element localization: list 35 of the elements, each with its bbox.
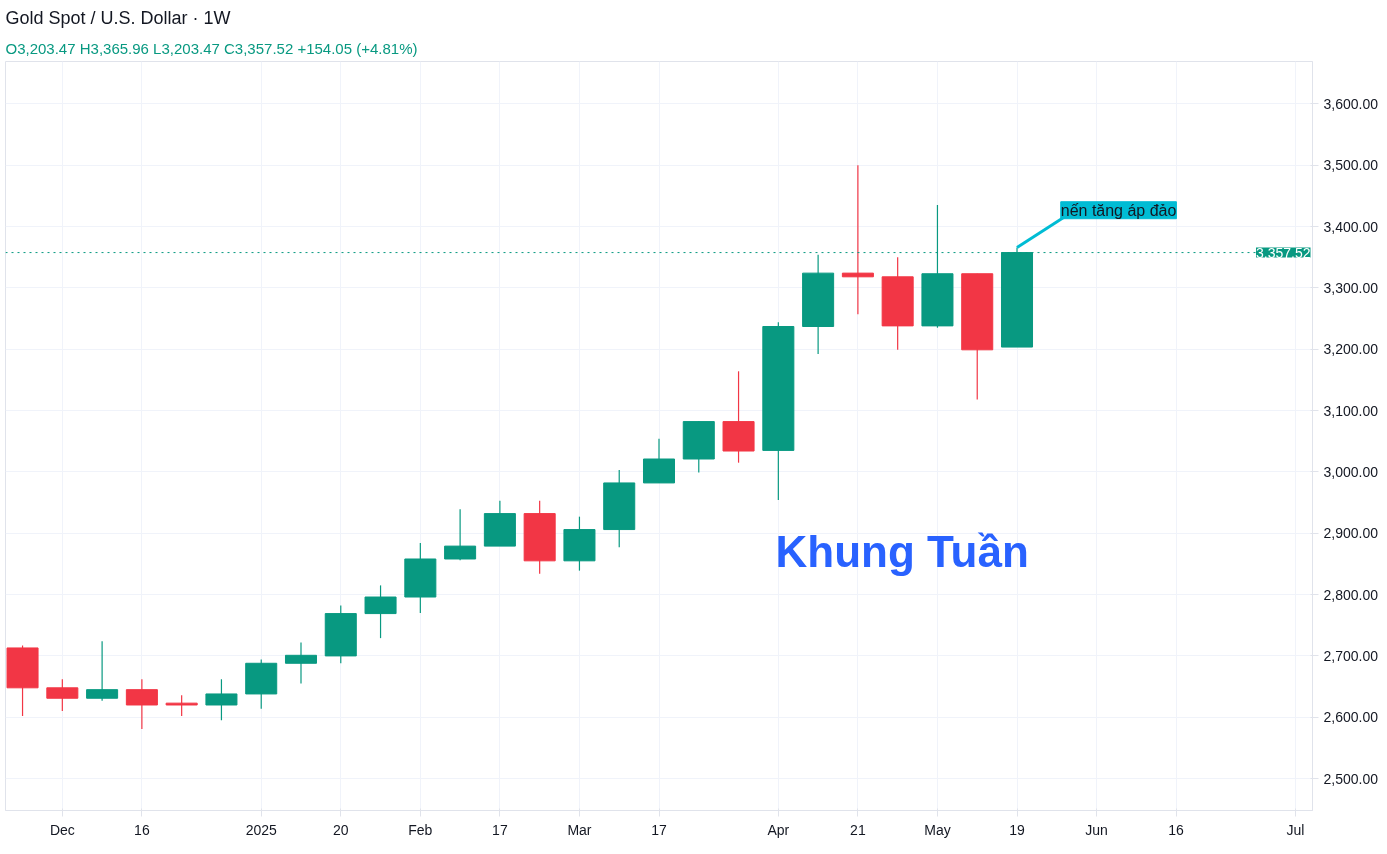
annotation: nến tăng áp đảo: [1060, 201, 1177, 219]
y-tick-label: 3,500.00: [1323, 157, 1379, 174]
y-tick-label: 3,200.00: [1323, 341, 1379, 358]
y-tick-label: 3,100.00: [1323, 402, 1379, 419]
x-tick-label: May: [924, 821, 951, 838]
x-tick-label: 2025: [245, 821, 277, 838]
y-tick-label: 3,000.00: [1323, 463, 1379, 480]
x-tick-label: 17: [651, 821, 667, 838]
ref-line-label: 3,357.52: [1256, 244, 1311, 261]
x-tick-label: Apr: [767, 821, 790, 838]
x-tick-label: 21: [850, 821, 866, 838]
chart-subtitle: O3,203.47 H3,365.96 L3,203.47 C3,357.52 +154.05 (+4.81%): [5, 39, 418, 57]
candlestick: [86, 640, 119, 702]
chart-title: Gold Spot / U.S. Dollar · 1W: [5, 7, 231, 28]
y-tick-label: 2,900.00: [1323, 525, 1379, 542]
annotation: Khung Tuần: [775, 526, 1029, 576]
y-tick-label: 2,800.00: [1323, 586, 1379, 603]
y-tick-label: 3,300.00: [1323, 279, 1379, 296]
x-tick-label: Jun: [1085, 821, 1108, 838]
y-tick-label: 2,600.00: [1323, 709, 1379, 726]
x-tick-label: Jul: [1286, 821, 1305, 838]
y-tick-label: 2,500.00: [1323, 770, 1379, 787]
candlestick: [841, 164, 874, 315]
candlestick: [165, 694, 198, 717]
x-tick-label: Dec: [49, 821, 75, 838]
x-tick-label: 16: [1168, 821, 1185, 838]
x-tick-label: 20: [332, 821, 349, 838]
y-tick-label: 3,400.00: [1323, 218, 1379, 235]
x-tick-label: Mar: [567, 821, 592, 838]
x-tick-label: 17: [492, 821, 508, 838]
y-tick-label: 3,600.00: [1323, 95, 1379, 112]
x-tick-label: 19: [1009, 821, 1025, 838]
x-tick-label: Feb: [408, 821, 433, 838]
y-tick-label: 2,700.00: [1323, 647, 1379, 664]
x-tick-label: 16: [134, 821, 150, 838]
